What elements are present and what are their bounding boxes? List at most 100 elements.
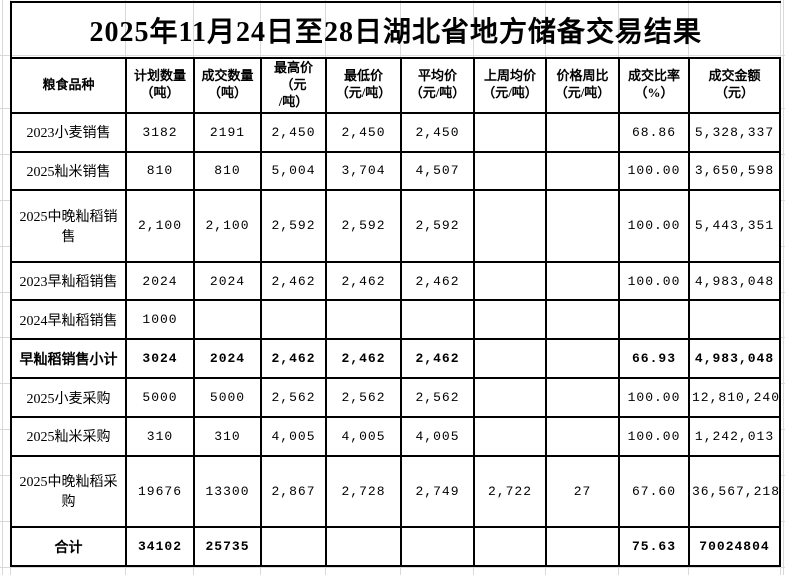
value-cell bbox=[545, 260, 620, 302]
value-cell: 12,810,240 bbox=[687, 377, 782, 418]
value-cell bbox=[545, 299, 620, 341]
value-cell: 2,100 bbox=[125, 189, 195, 263]
value-cell bbox=[687, 299, 782, 341]
value-cell bbox=[473, 260, 547, 302]
page-title: 2025年11月24日至28日湖北省地方储备交易结果 bbox=[9, 1, 781, 59]
value-cell: 2,462 bbox=[325, 338, 402, 380]
value-cell: 2,722 bbox=[473, 454, 547, 529]
value-cell bbox=[325, 526, 402, 567]
value-cell bbox=[400, 526, 475, 567]
value-cell: 4,005 bbox=[325, 415, 402, 457]
summary-row: 合计 34102 25735 75.63 70024804 bbox=[10, 526, 782, 567]
value-cell bbox=[260, 526, 327, 567]
table-row: 2023小麦销售 3182 2191 2,450 2,450 2,450 68.86 5,32… bbox=[10, 111, 782, 153]
value-cell: 4,005 bbox=[400, 415, 475, 457]
value-cell bbox=[260, 299, 327, 341]
value-cell: 2,462 bbox=[325, 260, 402, 302]
value-cell: 2,749 bbox=[400, 454, 475, 529]
column-header-trade-ratio: 成交比率 （%） bbox=[618, 57, 690, 114]
value-cell: 810 bbox=[193, 150, 262, 192]
table-row: 2025籼米销售 810 810 5,004 3,704 4,507 100.00 3,650… bbox=[10, 150, 782, 192]
value-cell: 19676 bbox=[125, 454, 195, 529]
column-header-grain-variety: 粮食品种 bbox=[10, 57, 127, 114]
value-cell: 5,004 bbox=[260, 150, 327, 192]
value-cell: 2,462 bbox=[400, 260, 475, 302]
value-cell: 3024 bbox=[125, 338, 195, 380]
value-cell: 2024 bbox=[193, 338, 262, 380]
value-cell: 67.60 bbox=[618, 454, 690, 529]
value-cell: 2,867 bbox=[260, 454, 327, 529]
value-cell bbox=[473, 299, 547, 341]
value-cell: 2191 bbox=[193, 111, 262, 153]
value-cell: 100.00 bbox=[618, 415, 690, 457]
header-row: 粮食品种 计划数量 （吨） 成交数量 （吨） 最高价 （元 /吨） 最低价 （元… bbox=[10, 57, 782, 114]
table-row: 2025中晚籼稻销售 2,100 2,100 2,592 2,592 2,592 100.0… bbox=[10, 189, 782, 263]
value-cell: 2024 bbox=[193, 260, 262, 302]
value-cell bbox=[473, 111, 547, 153]
value-cell: 2,592 bbox=[260, 189, 327, 263]
value-cell: 4,507 bbox=[400, 150, 475, 192]
table-row: 2024早籼稻销售 1000 bbox=[10, 299, 782, 341]
value-cell: 2,450 bbox=[400, 111, 475, 153]
value-cell: 100.00 bbox=[618, 189, 690, 263]
value-cell: 1000 bbox=[125, 299, 195, 341]
value-cell bbox=[545, 189, 620, 263]
value-cell: 3,650,598 bbox=[687, 150, 782, 192]
value-cell bbox=[545, 338, 620, 380]
grain-variety-cell: 2025中晚籼稻采购 bbox=[10, 454, 127, 529]
gridline bbox=[780, 0, 781, 575]
value-cell bbox=[400, 299, 475, 341]
value-cell bbox=[473, 526, 547, 567]
column-header-average-price: 平均价 （元/吨） bbox=[400, 57, 475, 114]
value-cell: 5,443,351 bbox=[687, 189, 782, 263]
gridline bbox=[2, 0, 3, 575]
value-cell: 100.00 bbox=[618, 150, 690, 192]
table-row: 2025中晚籼稻采购 19676 13300 2,867 2,728 2,749 2,722… bbox=[10, 454, 782, 529]
value-cell: 2,562 bbox=[260, 377, 327, 418]
value-cell: 2,462 bbox=[260, 260, 327, 302]
grain-variety-cell: 2025籼米采购 bbox=[10, 415, 127, 457]
value-cell: 310 bbox=[125, 415, 195, 457]
value-cell: 2024 bbox=[125, 260, 195, 302]
value-cell: 810 bbox=[125, 150, 195, 192]
value-cell: 3,704 bbox=[325, 150, 402, 192]
value-cell bbox=[473, 150, 547, 192]
value-cell: 100.00 bbox=[618, 377, 690, 418]
column-header-planned-qty: 计划数量 （吨） bbox=[125, 57, 195, 114]
value-cell bbox=[618, 299, 690, 341]
value-cell: 2,100 bbox=[193, 189, 262, 263]
gridline bbox=[0, 567, 785, 568]
value-cell: 2,450 bbox=[260, 111, 327, 153]
value-cell bbox=[325, 299, 402, 341]
value-cell: 2,450 bbox=[325, 111, 402, 153]
value-cell: 68.86 bbox=[618, 111, 690, 153]
value-cell: 5000 bbox=[193, 377, 262, 418]
value-cell: 4,983,048 bbox=[687, 338, 782, 380]
value-cell: 4,983,048 bbox=[687, 260, 782, 302]
value-cell bbox=[545, 415, 620, 457]
value-cell bbox=[473, 415, 547, 457]
value-cell: 25735 bbox=[193, 526, 262, 567]
summary-row: 早籼稻销售小计 3024 2024 2,462 2,462 2,462 66.93 4,983… bbox=[10, 338, 782, 380]
grain-variety-cell: 早籼稻销售小计 bbox=[10, 338, 127, 380]
value-cell bbox=[545, 111, 620, 153]
value-cell: 3182 bbox=[125, 111, 195, 153]
value-cell: 2,562 bbox=[325, 377, 402, 418]
value-cell: 5,328,337 bbox=[687, 111, 782, 153]
value-cell: 13300 bbox=[193, 454, 262, 529]
results-table: 2025年11月24日至28日湖北省地方储备交易结果 粮食品种 计划数量 （吨）… bbox=[9, 1, 782, 567]
column-header-highest-price: 最高价 （元 /吨） bbox=[260, 57, 327, 114]
value-cell: 2,592 bbox=[400, 189, 475, 263]
value-cell: 27 bbox=[545, 454, 620, 529]
grain-variety-cell: 2025籼米销售 bbox=[10, 150, 127, 192]
value-cell: 310 bbox=[193, 415, 262, 457]
value-cell: 2,462 bbox=[400, 338, 475, 380]
value-cell bbox=[473, 189, 547, 263]
value-cell: 1,242,013 bbox=[687, 415, 782, 457]
value-cell: 34102 bbox=[125, 526, 195, 567]
value-cell: 36,567,218 bbox=[687, 454, 782, 529]
grain-variety-cell: 2025中晚籼稻销售 bbox=[10, 189, 127, 263]
value-cell: 75.63 bbox=[618, 526, 690, 567]
value-cell bbox=[545, 377, 620, 418]
